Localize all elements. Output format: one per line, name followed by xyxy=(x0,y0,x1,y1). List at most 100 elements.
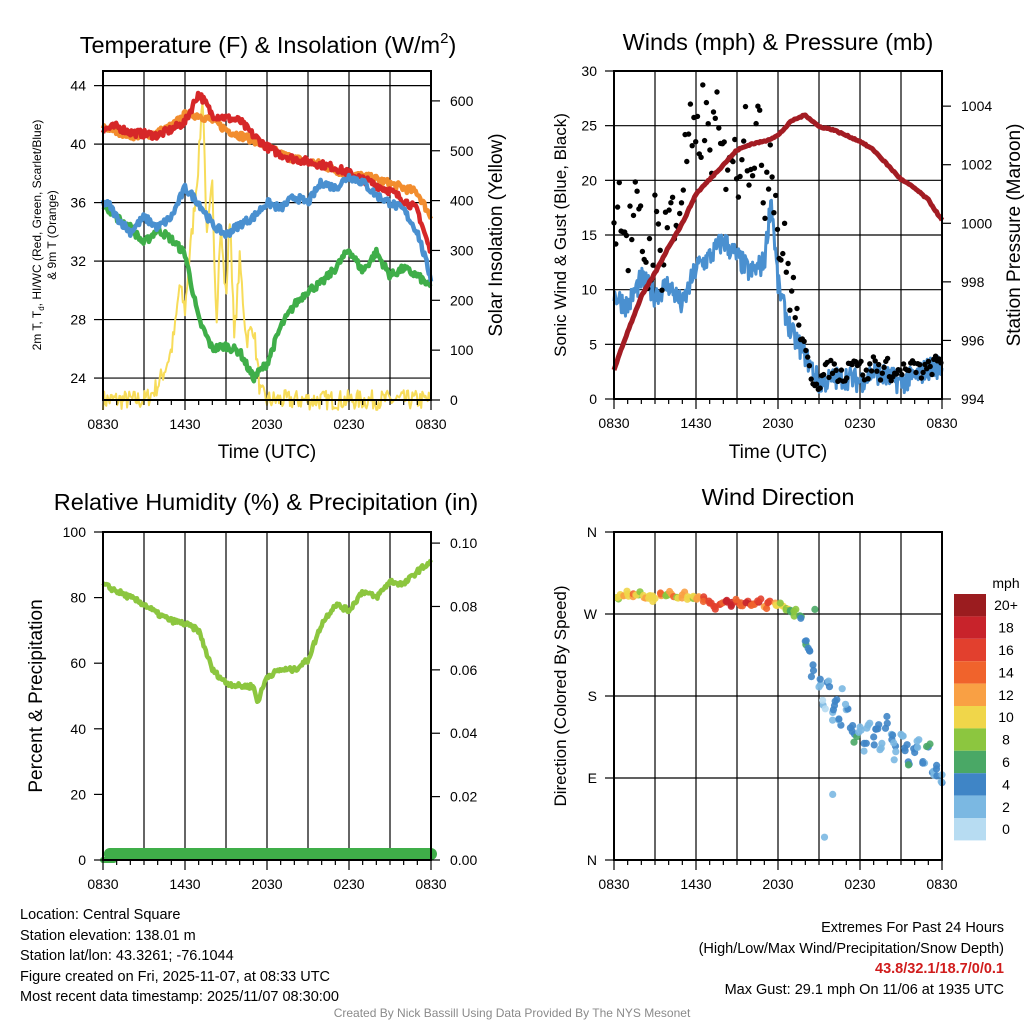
p2-y-tick-label: 30 xyxy=(581,63,597,79)
p3-x-tick-label: 2030 xyxy=(251,876,282,892)
p3-y2-tick-label: 0.02 xyxy=(450,789,477,805)
p3-x-tick-label: 0830 xyxy=(415,876,446,892)
direction-point xyxy=(892,748,900,756)
gust-point xyxy=(751,165,758,171)
direction-point xyxy=(699,597,708,606)
direction-point xyxy=(819,696,827,704)
gust-point xyxy=(664,225,670,231)
legend-label: 8 xyxy=(1002,732,1010,748)
gust-point xyxy=(737,173,743,180)
gust-point xyxy=(616,179,622,186)
p4-x-tick-label: 0230 xyxy=(844,876,875,892)
p2-x-tick-label: 2030 xyxy=(762,415,793,431)
winds-y-axis-label: Sonic Wind & Gust (Blue, Black) xyxy=(551,113,570,357)
gust-point xyxy=(771,210,777,216)
gust-point xyxy=(689,143,695,149)
direction-point xyxy=(913,737,921,745)
p1-y-tick-label: 44 xyxy=(70,78,86,94)
gust-point xyxy=(637,203,644,209)
gust-point xyxy=(705,121,711,127)
series-2m-t xyxy=(100,90,433,254)
p2-x-tick-label: 1430 xyxy=(680,415,711,431)
gust-point xyxy=(906,367,912,374)
gust-point xyxy=(929,371,935,378)
gust-point xyxy=(865,376,871,382)
gust-point xyxy=(746,182,752,188)
p2-y2-tick-label: 1004 xyxy=(961,98,992,114)
gust-point xyxy=(677,210,683,217)
gust-point xyxy=(634,188,640,194)
gust-point xyxy=(614,204,621,210)
direction-point xyxy=(904,761,913,769)
p1-x-tick-label: 2030 xyxy=(251,416,282,432)
gust-point xyxy=(801,338,807,344)
gust-point xyxy=(669,194,676,200)
p3-y-tick-label: 20 xyxy=(70,786,86,802)
extremes-legend: (High/Low/Max Wind/Precipitation/Snow De… xyxy=(698,940,1004,957)
direction-point xyxy=(797,614,805,622)
direction-point xyxy=(649,592,657,600)
gust-point xyxy=(703,99,710,106)
p3-y-tick-label: 60 xyxy=(70,655,86,671)
gust-point xyxy=(805,354,811,360)
p4-y-tick-label: N xyxy=(587,852,597,868)
gust-point xyxy=(780,250,786,257)
direction-point xyxy=(825,683,834,691)
legend-label: 0 xyxy=(1002,821,1010,837)
gust-point xyxy=(666,207,672,213)
gust-point xyxy=(806,363,813,369)
p3-x-tick-label: 0830 xyxy=(87,876,118,892)
credit-line: Created By Nick Bassill Using Data Provi… xyxy=(333,1006,691,1020)
p1-y2-tick-label: 400 xyxy=(450,193,474,209)
gust-point xyxy=(725,167,731,173)
gust-point xyxy=(749,173,756,179)
gust-point xyxy=(623,232,630,239)
gust-point xyxy=(900,361,907,367)
direction-point xyxy=(870,741,878,749)
gust-point xyxy=(650,262,656,268)
winds-panel: Winds (mph) & Pressure (mb) 0830 1430 2030… xyxy=(551,29,1024,463)
gust-point xyxy=(769,174,775,180)
p1-y2-tick-label: 500 xyxy=(450,143,474,159)
p4-x-tick-label: 0830 xyxy=(598,876,629,892)
gust-point xyxy=(876,361,882,368)
p1-x-tick-label: 0830 xyxy=(87,416,118,432)
legend-swatch xyxy=(954,661,986,684)
p2-x-tick-label: 0230 xyxy=(844,415,875,431)
direction-point xyxy=(835,715,843,723)
direction-title: Wind Direction xyxy=(702,484,855,510)
legend-label: 10 xyxy=(998,709,1014,725)
gust-point xyxy=(927,363,933,370)
p4-x-tick-label: 2030 xyxy=(762,876,793,892)
direction-point xyxy=(841,700,850,708)
legend-swatch xyxy=(954,795,986,818)
gust-point xyxy=(643,259,649,265)
gust-point xyxy=(652,192,658,198)
p3-y2-tick-label: 0.06 xyxy=(450,662,477,678)
direction-point xyxy=(811,605,819,614)
series-sonic-wind xyxy=(612,198,944,395)
humidity-panel: Relative Humidity (%) & Precipitation (i… xyxy=(26,489,478,892)
direction-point xyxy=(889,731,897,739)
series-relative-humidity xyxy=(101,558,433,705)
gust-point xyxy=(716,125,722,131)
gust-point xyxy=(863,367,869,373)
direction-point xyxy=(649,597,657,606)
p4-y-tick-label: N xyxy=(587,524,597,540)
direction-point xyxy=(821,705,829,713)
legend-label: 4 xyxy=(1002,776,1010,792)
gust-point xyxy=(698,154,704,160)
p4-y-tick-label: W xyxy=(584,606,598,622)
direction-point xyxy=(872,725,880,733)
direction-point xyxy=(919,759,927,767)
extremes-info: Extremes For Past 24 Hours (High/Low/Max… xyxy=(699,918,1004,1000)
gust-point xyxy=(646,235,653,242)
p2-y-tick-label: 15 xyxy=(581,227,597,243)
gust-point xyxy=(757,107,763,113)
gust-point xyxy=(789,288,795,294)
gust-point xyxy=(632,179,638,185)
gust-point xyxy=(655,221,662,227)
direction-point xyxy=(763,604,771,613)
p1-y2-tick-label: 0 xyxy=(450,392,458,408)
direction-point xyxy=(790,607,798,615)
